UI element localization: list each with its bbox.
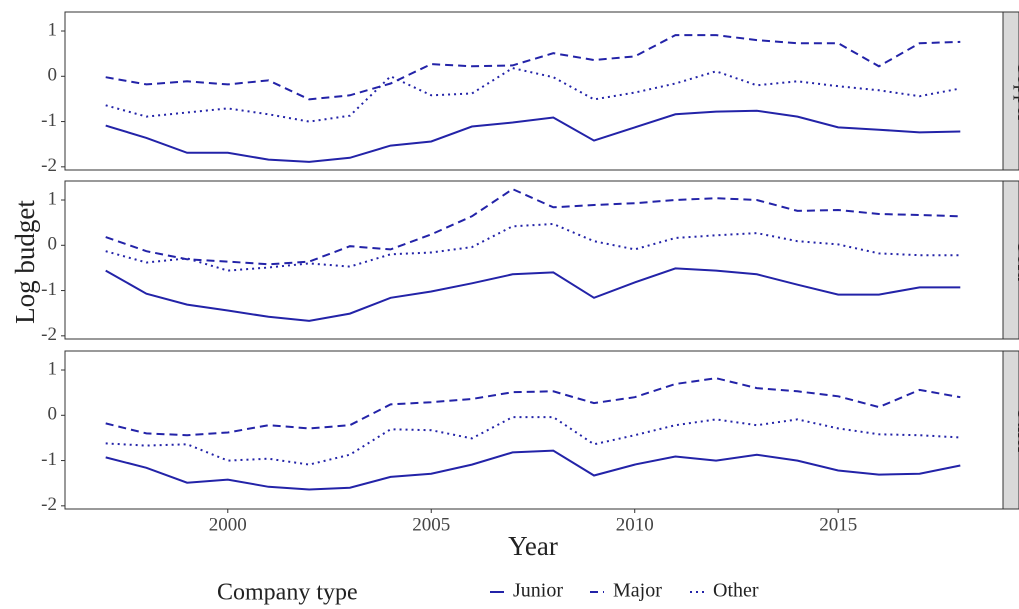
y-tick-label: 1 [48, 358, 58, 379]
strip-label: Other [1013, 406, 1019, 454]
y-tick-label: -1 [41, 449, 57, 470]
line-series [105, 449, 961, 491]
line-series [105, 109, 961, 163]
legend-label: Major [613, 580, 662, 602]
strip-group: Gold [1013, 239, 1019, 282]
strip-label: Copper [1013, 60, 1019, 122]
panel [64, 11, 1004, 171]
y-tick-label: 0 [48, 404, 58, 425]
line-series [105, 187, 961, 266]
y-tick-label: -2 [41, 324, 57, 345]
y-tick-label: -1 [41, 279, 57, 300]
line-series [105, 67, 961, 123]
strip [1002, 180, 1019, 340]
y-tick-label: -2 [41, 155, 57, 176]
y-axis-label: Log budget [10, 200, 40, 324]
y-tick-label: 1 [48, 19, 58, 40]
y-tick-label: 1 [48, 188, 58, 209]
x-axis-label: Year [508, 531, 558, 561]
line-series [105, 267, 961, 322]
y-tick-label: -1 [41, 110, 57, 131]
line-series [105, 34, 961, 101]
strip-group: Copper [1013, 60, 1019, 122]
line-series [105, 377, 961, 437]
line-series [105, 222, 961, 272]
y-tick-label: 0 [48, 65, 58, 86]
x-tick-label: 2010 [616, 514, 654, 535]
y-tick-label: -2 [41, 494, 57, 515]
panel [64, 180, 1004, 340]
strip [1002, 350, 1019, 510]
x-tick-label: 2000 [209, 514, 247, 535]
panel [64, 350, 1004, 510]
strip [1002, 11, 1019, 171]
legend-label: Other [713, 580, 759, 602]
line-series [105, 416, 961, 466]
x-tick-label: 2015 [819, 514, 857, 535]
y-tick-label: 0 [48, 234, 58, 255]
legend-title: Company type [217, 580, 358, 606]
x-tick-label: 2005 [412, 514, 450, 535]
strip-label: Gold [1013, 239, 1019, 282]
strip-group: Other [1013, 406, 1019, 454]
legend-label: Junior [513, 580, 563, 602]
